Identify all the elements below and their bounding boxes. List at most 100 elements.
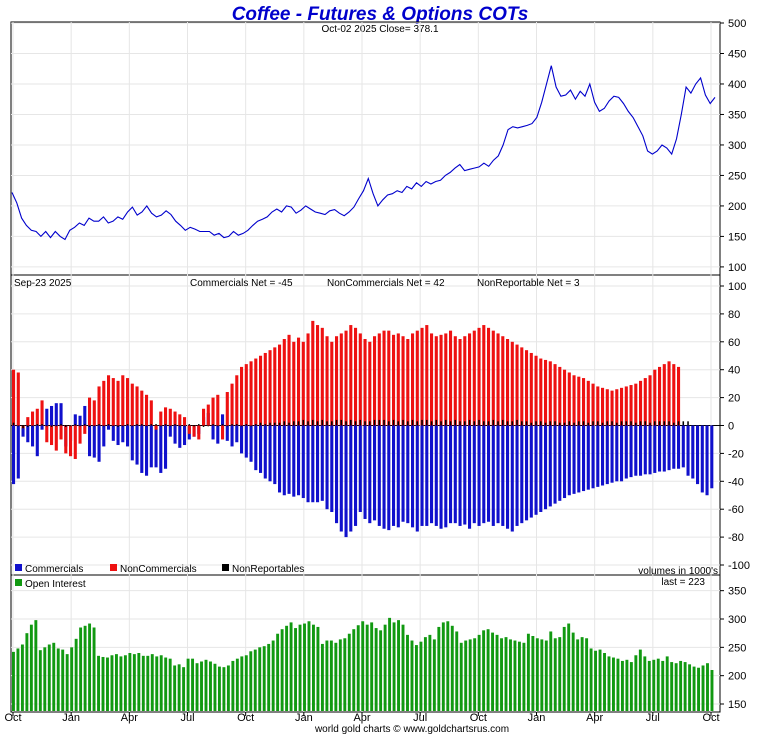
oi-bar bbox=[522, 642, 526, 711]
oi-bar bbox=[491, 632, 495, 711]
oi-bar bbox=[585, 638, 589, 711]
commercials-bar bbox=[145, 425, 149, 476]
price-tick-label: 400 bbox=[728, 79, 746, 91]
oi-bar bbox=[419, 641, 423, 711]
noncommercials-bar bbox=[444, 333, 448, 426]
legend-noncommercials: NonCommercials bbox=[120, 564, 197, 575]
noncommercials-bar bbox=[297, 337, 301, 426]
nonreportables-bar bbox=[620, 421, 623, 426]
nonreportables-bar bbox=[316, 421, 319, 426]
oi-bar bbox=[204, 659, 208, 711]
oi-bar bbox=[428, 634, 432, 711]
commercials-bar bbox=[373, 425, 377, 521]
oi-bar bbox=[334, 642, 338, 711]
oi-bar bbox=[370, 622, 374, 711]
noncommercials-bar bbox=[677, 366, 681, 426]
nonreportables-bar bbox=[449, 421, 452, 426]
nonreportables-bar bbox=[559, 422, 561, 426]
commercials-bar bbox=[230, 425, 234, 447]
oi-bar bbox=[271, 640, 275, 711]
oi-bar bbox=[258, 647, 262, 711]
commercials-bar bbox=[672, 425, 676, 469]
oi-tick-label: 250 bbox=[728, 642, 746, 654]
noncommercials-bar bbox=[69, 425, 73, 457]
commercials-bar bbox=[563, 425, 567, 499]
oi-bar bbox=[383, 624, 387, 711]
commercials-bar bbox=[78, 415, 82, 426]
oi-bar bbox=[29, 624, 33, 711]
commercials-bar bbox=[477, 425, 481, 526]
net-tick-label: 20 bbox=[728, 393, 740, 405]
commercials-bar bbox=[396, 425, 400, 528]
nonreportables-bar bbox=[407, 421, 409, 426]
nonreportables-bar bbox=[440, 421, 442, 426]
oi-bar bbox=[168, 658, 172, 711]
x-tick-label: Jan bbox=[62, 712, 80, 724]
oi-bar bbox=[356, 625, 360, 711]
oi-bar bbox=[401, 624, 405, 711]
noncommercials-bar bbox=[206, 404, 210, 426]
nonreportables-bar bbox=[616, 422, 618, 426]
commercials-bar bbox=[449, 425, 453, 524]
noncommercials-bar bbox=[434, 336, 438, 426]
oi-bar bbox=[74, 638, 78, 711]
nonreportables-bar bbox=[126, 424, 129, 426]
commercials-bar bbox=[349, 425, 353, 532]
oi-bar bbox=[213, 663, 217, 711]
oi-bar bbox=[531, 636, 535, 711]
oi-bar bbox=[607, 656, 611, 711]
legend-noncommercials-swatch bbox=[110, 564, 117, 571]
commercials-bar bbox=[287, 425, 291, 494]
commercials-bar bbox=[539, 425, 543, 512]
oi-bar bbox=[186, 658, 190, 711]
noncommercials-bar bbox=[439, 334, 443, 426]
price-tick-label: 350 bbox=[728, 109, 746, 121]
noncommercials-bar bbox=[159, 411, 163, 426]
nonreportables-bar bbox=[511, 421, 514, 426]
noncommercials-bar bbox=[425, 325, 429, 426]
commercials-bar bbox=[164, 425, 168, 469]
x-tick-label: Jul bbox=[646, 712, 660, 724]
nonreportables-bar bbox=[65, 425, 67, 427]
oi-bar bbox=[620, 660, 624, 711]
oi-bar bbox=[535, 638, 539, 711]
oi-axis: 150 200 250 300 350 bbox=[720, 586, 746, 711]
commercials-bar bbox=[411, 425, 415, 528]
commercials-bar bbox=[501, 425, 505, 526]
commercials-bar bbox=[325, 425, 329, 510]
noncommercials-bar bbox=[173, 411, 177, 426]
oi-bar bbox=[482, 630, 486, 711]
nonreportables-bar bbox=[478, 419, 480, 426]
oi-bar bbox=[146, 655, 150, 711]
oi-bar bbox=[616, 658, 620, 711]
price-tick-label: 200 bbox=[728, 201, 746, 213]
nonreportables-bar bbox=[573, 422, 575, 426]
nonreportables-bar bbox=[677, 421, 680, 426]
oi-bar bbox=[625, 659, 629, 711]
commercials-bar bbox=[26, 425, 30, 443]
commercials-bar bbox=[696, 425, 700, 485]
noncommercials-bar bbox=[339, 333, 343, 426]
nonreportables-bar bbox=[164, 424, 167, 426]
oi-bar bbox=[513, 640, 517, 711]
nonreportables-bar bbox=[340, 419, 343, 426]
nonreportables-bar bbox=[240, 425, 243, 427]
commercials-bar bbox=[392, 425, 396, 526]
noncommercials-bar bbox=[392, 334, 396, 426]
oi-bar bbox=[114, 654, 118, 711]
nonreportables-bar bbox=[350, 419, 352, 426]
noncommercials-bar bbox=[59, 425, 63, 440]
legend-open-interest: Open Interest bbox=[25, 579, 86, 590]
commercials-bar bbox=[21, 425, 25, 437]
oi-bar bbox=[486, 629, 490, 711]
nonreportables-bar bbox=[188, 424, 191, 426]
noncommercials-bar bbox=[130, 383, 134, 426]
nonreportables-bar bbox=[274, 422, 276, 426]
oi-bar bbox=[464, 640, 468, 711]
noncommercials-bar bbox=[453, 336, 457, 426]
nonreportables-bar bbox=[31, 425, 34, 427]
noncommercials-bar bbox=[40, 400, 44, 426]
noncommercials-bar bbox=[111, 378, 115, 426]
oi-bar bbox=[500, 638, 503, 711]
oi-bar bbox=[589, 648, 593, 711]
